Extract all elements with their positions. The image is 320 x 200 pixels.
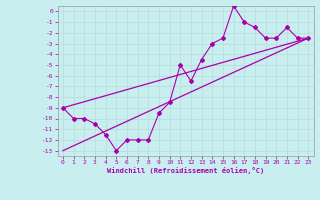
X-axis label: Windchill (Refroidissement éolien,°C): Windchill (Refroidissement éolien,°C)	[107, 167, 264, 174]
